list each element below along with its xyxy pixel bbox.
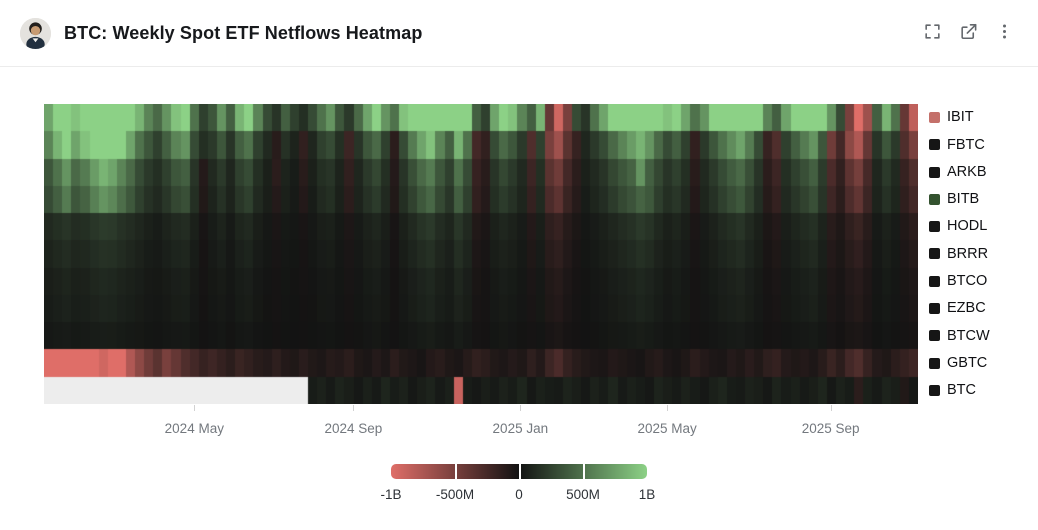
fullscreen-button[interactable] <box>918 19 946 47</box>
legend-item-hodl[interactable]: HODL <box>929 213 1029 240</box>
legend-label: GBTC <box>947 354 988 371</box>
legend-item-ezbc[interactable]: EZBC <box>929 295 1029 322</box>
x-axis-tick <box>520 405 522 411</box>
colorbar-separator <box>519 464 521 479</box>
legend-label: BTCW <box>947 327 990 344</box>
legend-item-btcw[interactable]: BTCW <box>929 322 1029 349</box>
legend-swatch <box>929 330 940 342</box>
colorbar-separator <box>583 464 585 479</box>
legend-label: FBTC <box>947 136 985 153</box>
more-menu-button[interactable] <box>990 19 1018 47</box>
legend-swatch <box>929 302 940 314</box>
legend-swatch <box>929 275 940 287</box>
fullscreen-icon <box>923 22 942 44</box>
legend-label: BRRR <box>947 245 989 262</box>
colorbar-tick-label: 1B <box>638 487 656 502</box>
legend-swatch <box>929 221 940 233</box>
legend-item-btco[interactable]: BTCO <box>929 268 1029 295</box>
legend-label: BITB <box>947 191 980 208</box>
colorbar-labels: -1B -500M 0 500M 1B <box>380 487 655 505</box>
header-actions <box>918 19 1018 47</box>
legend-label: BTC <box>947 382 976 399</box>
colorbar-separator <box>455 464 457 479</box>
x-axis-label: 2024 Sep <box>324 421 383 436</box>
x-axis-tick <box>194 405 196 411</box>
legend-label: ARKB <box>947 163 987 180</box>
header: BTC: Weekly Spot ETF Netflows Heatmap <box>0 0 1038 67</box>
x-axis: 2024 May 2024 Sep 2025 Jan 2025 May 2025 Sep <box>44 405 918 445</box>
open-external-icon <box>959 22 978 44</box>
legend-swatch <box>929 166 940 178</box>
x-axis-label: 2024 May <box>164 421 224 436</box>
legend-item-brrr[interactable]: BRRR <box>929 240 1029 267</box>
colorbar-tick-label: -500M <box>435 487 475 502</box>
colorbar-gradient <box>391 464 647 479</box>
legend-label: HODL <box>947 218 988 235</box>
legend-item-btc[interactable]: BTC <box>929 377 1029 404</box>
colorbar: -1B -500M 0 500M 1B <box>0 464 1038 505</box>
legend-swatch <box>929 193 940 205</box>
page-title: BTC: Weekly Spot ETF Netflows Heatmap <box>64 22 423 43</box>
legend-item-gbtc[interactable]: GBTC <box>929 349 1029 376</box>
x-axis-label: 2025 May <box>637 421 697 436</box>
x-axis-tick <box>667 405 669 411</box>
legend-swatch <box>929 248 940 260</box>
legend-label: BTCO <box>947 272 988 289</box>
avatar-image <box>20 17 51 49</box>
legend-swatch <box>929 384 940 396</box>
x-axis-label: 2025 Sep <box>801 421 860 436</box>
colorbar-tick-label: 0 <box>515 487 523 502</box>
heatmap-canvas[interactable] <box>44 104 918 404</box>
x-axis-tick <box>353 405 355 411</box>
x-axis-label: 2025 Jan <box>492 421 549 436</box>
series-legend: IBIT FBTC ARKB BITB HODL BRRR BTCO EZBC BTCW GBTC… <box>929 104 1029 404</box>
colorbar-tick-label: 500M <box>566 487 600 502</box>
x-axis-tick <box>830 405 832 411</box>
colorbar-tick-label: -1B <box>380 487 402 502</box>
chart-area: IBIT FBTC ARKB BITB HODL BRRR BTCO EZBC BTCW GBTC… <box>0 67 1038 529</box>
legend-label: IBIT <box>947 109 974 126</box>
legend-swatch <box>929 139 940 151</box>
legend-item-ibit[interactable]: IBIT <box>929 104 1029 131</box>
legend-swatch <box>929 112 940 124</box>
avatar[interactable] <box>20 17 51 49</box>
legend-item-bitb[interactable]: BITB <box>929 186 1029 213</box>
legend-swatch <box>929 357 940 369</box>
legend-label: EZBC <box>947 300 986 317</box>
open-external-button[interactable] <box>954 19 982 47</box>
legend-item-fbtc[interactable]: FBTC <box>929 131 1029 158</box>
legend-item-arkb[interactable]: ARKB <box>929 159 1029 186</box>
heatmap-plot <box>44 104 918 404</box>
kebab-menu-icon <box>995 22 1014 44</box>
